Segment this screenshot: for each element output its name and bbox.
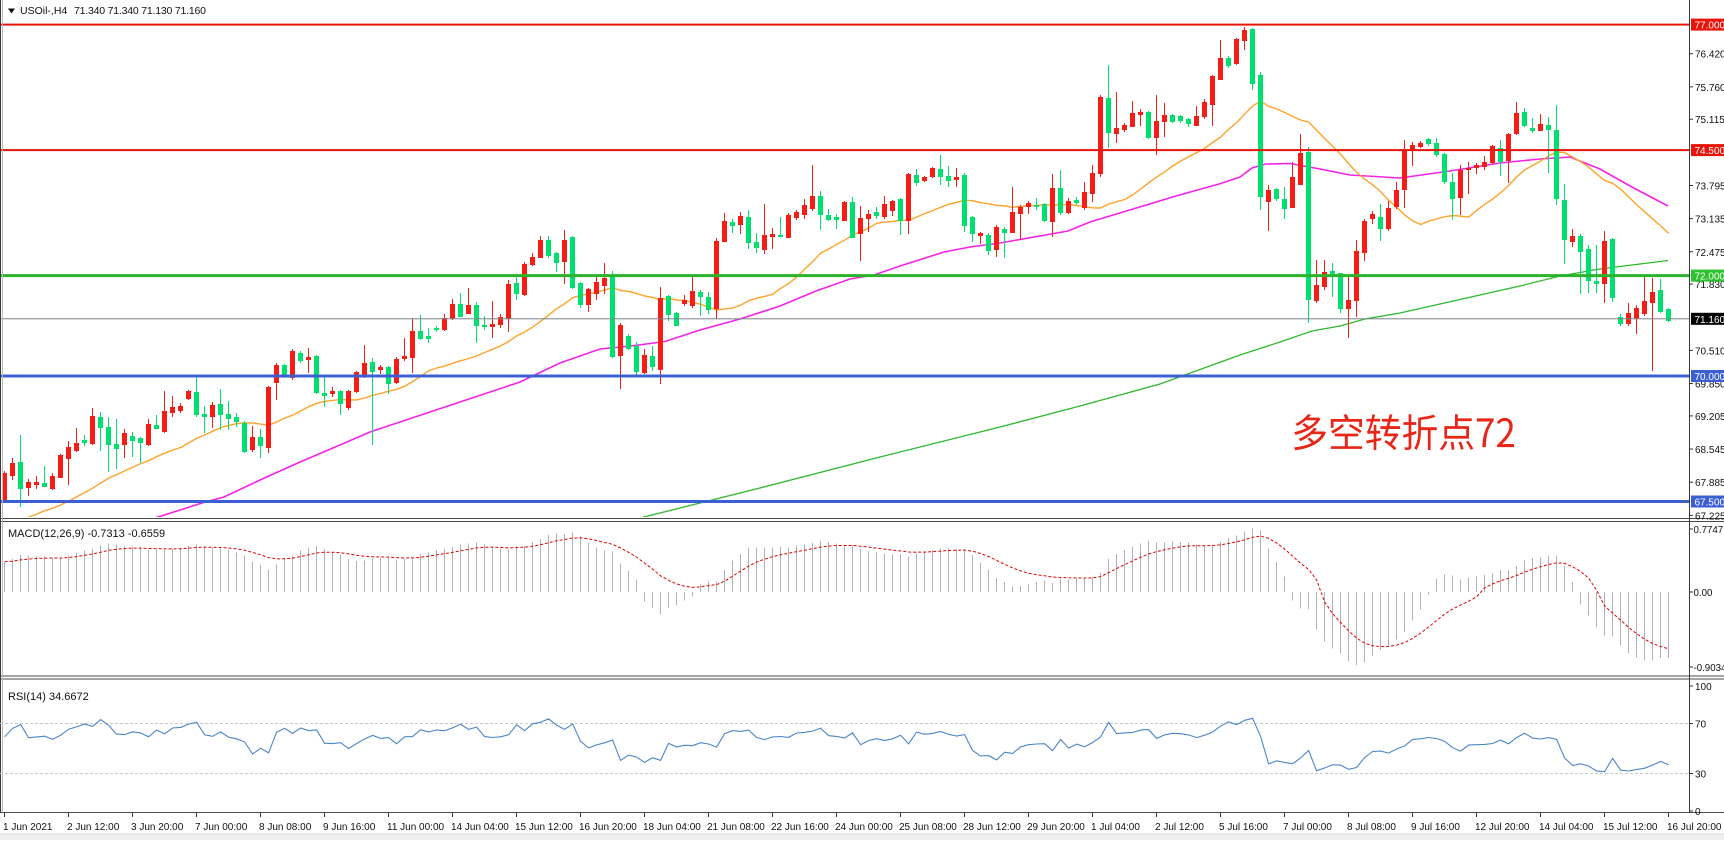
svg-text:28 Jun 12:00: 28 Jun 12:00 [963,822,1021,833]
svg-text:12 Jul 20:00: 12 Jul 20:00 [1475,822,1530,833]
svg-text:0: 0 [1695,807,1701,818]
svg-text:14 Jun 04:00: 14 Jun 04:00 [451,822,509,833]
svg-text:71.340 71.340 71.130 71.160: 71.340 71.340 71.130 71.160 [74,5,206,17]
svg-text:69.205: 69.205 [1695,412,1724,423]
svg-text:70.510: 70.510 [1695,346,1724,357]
svg-text:7 Jul 00:00: 7 Jul 00:00 [1283,822,1332,833]
svg-text:18 Jun 04:00: 18 Jun 04:00 [643,822,701,833]
svg-text:71.160: 71.160 [1695,315,1724,326]
svg-text:11 Jun 00:00: 11 Jun 00:00 [387,822,445,833]
svg-text:1 Jun 2021: 1 Jun 2021 [3,822,53,833]
svg-text:14 Jul 04:00: 14 Jul 04:00 [1539,822,1594,833]
svg-text:70: 70 [1695,720,1707,731]
svg-text:67.500: 67.500 [1695,498,1724,509]
svg-text:73.795: 73.795 [1695,181,1724,192]
svg-text:76.420: 76.420 [1695,50,1724,61]
svg-text:5 Jul 16:00: 5 Jul 16:00 [1219,822,1268,833]
svg-text:2 Jun 12:00: 2 Jun 12:00 [67,822,120,833]
svg-text:-0.9034: -0.9034 [1694,663,1724,674]
svg-text:0.00: 0.00 [1694,588,1713,599]
svg-text:75.115: 75.115 [1695,115,1724,126]
svg-text:2 Jul 12:00: 2 Jul 12:00 [1155,822,1204,833]
svg-text:16 Jun 20:00: 16 Jun 20:00 [579,822,637,833]
svg-text:8 Jun 08:00: 8 Jun 08:00 [259,822,312,833]
svg-text:USOil-,H4: USOil-,H4 [20,5,67,17]
svg-text:MACD(12,26,9) -0.7313 -0.6559: MACD(12,26,9) -0.7313 -0.6559 [8,528,165,540]
svg-text:75.760: 75.760 [1695,83,1724,94]
svg-text:67.885: 67.885 [1695,478,1724,489]
svg-text:3 Jun 20:00: 3 Jun 20:00 [131,822,184,833]
svg-text:24 Jun 00:00: 24 Jun 00:00 [835,822,893,833]
svg-text:29 Jun 20:00: 29 Jun 20:00 [1027,822,1085,833]
svg-text:72.475: 72.475 [1695,248,1724,259]
svg-text:77.000: 77.000 [1695,21,1724,32]
svg-text:9 Jul 16:00: 9 Jul 16:00 [1411,822,1460,833]
svg-text:8 Jul 08:00: 8 Jul 08:00 [1347,822,1396,833]
svg-text:16 Jul 20:00: 16 Jul 20:00 [1667,822,1722,833]
svg-text:22 Jun 16:00: 22 Jun 16:00 [771,822,829,833]
svg-text:67.225: 67.225 [1695,511,1724,522]
svg-text:9 Jun 16:00: 9 Jun 16:00 [323,822,376,833]
svg-text:70.000: 70.000 [1695,372,1724,383]
svg-text:1 Jul 04:00: 1 Jul 04:00 [1091,822,1140,833]
svg-text:21 Jun 08:00: 21 Jun 08:00 [707,822,765,833]
svg-text:25 Jun 08:00: 25 Jun 08:00 [899,822,957,833]
svg-text:74.500: 74.500 [1695,146,1724,157]
svg-text:15 Jun 12:00: 15 Jun 12:00 [515,822,573,833]
svg-text:30: 30 [1695,770,1707,781]
svg-text:72.000: 72.000 [1695,272,1724,283]
svg-text:68.545: 68.545 [1695,445,1724,456]
svg-text:7 Jun 00:00: 7 Jun 00:00 [195,822,248,833]
svg-text:73.135: 73.135 [1695,215,1724,226]
svg-text:100: 100 [1695,682,1712,693]
svg-text:0.7747: 0.7747 [1694,525,1724,536]
svg-text:15 Jul 12:00: 15 Jul 12:00 [1603,822,1658,833]
svg-text:RSI(14) 34.6672: RSI(14) 34.6672 [8,691,89,703]
